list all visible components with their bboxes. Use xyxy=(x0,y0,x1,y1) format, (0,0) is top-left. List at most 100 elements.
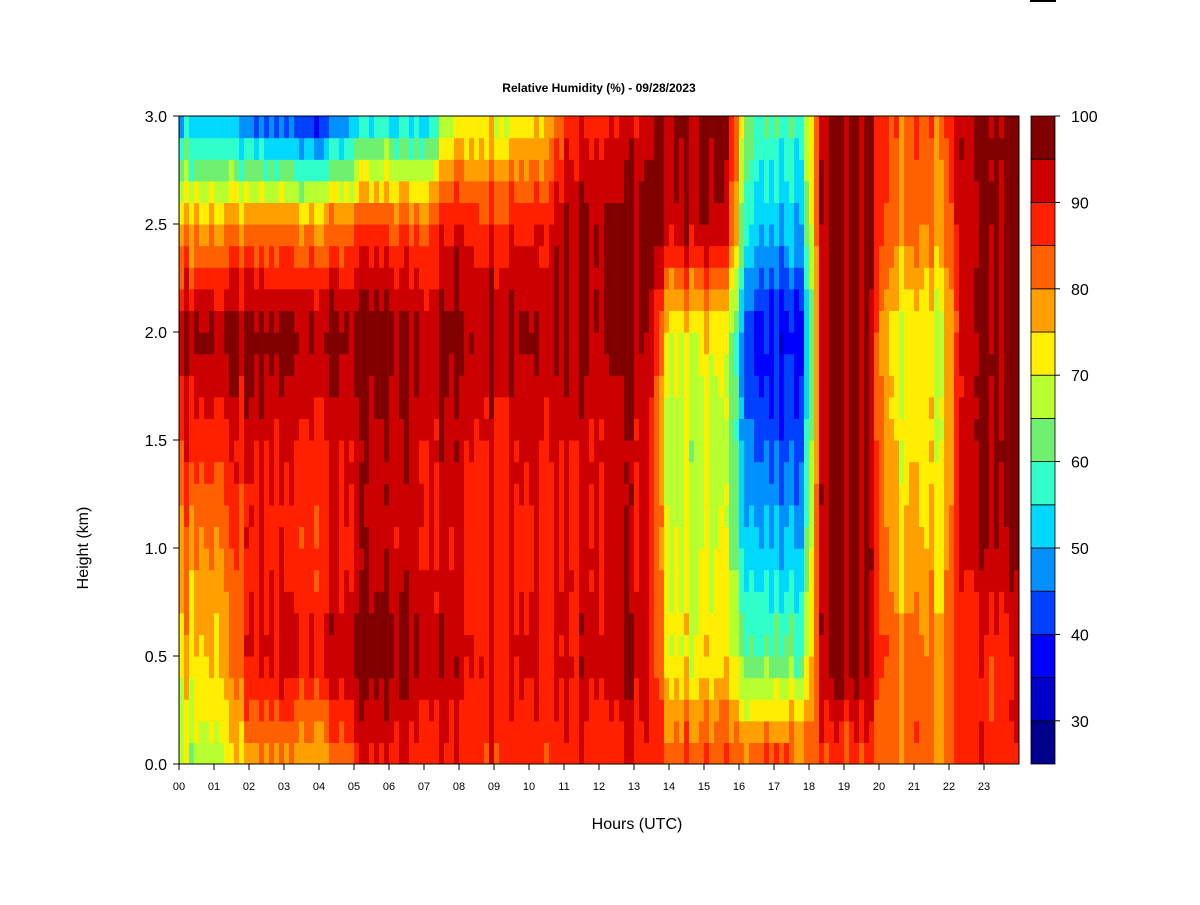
heatmap-cell xyxy=(524,461,530,484)
heatmap-cell xyxy=(344,332,350,355)
heatmap-cell xyxy=(834,526,840,549)
heatmap-cell xyxy=(794,267,800,290)
heatmap-cell xyxy=(874,440,880,463)
heatmap-cell xyxy=(619,418,625,441)
heatmap-cell xyxy=(589,353,595,376)
heatmap-cell xyxy=(844,137,850,160)
heatmap-cell xyxy=(199,504,205,527)
heatmap-cell xyxy=(364,569,370,592)
heatmap-cell xyxy=(249,116,255,139)
heatmap-cell xyxy=(874,267,880,290)
heatmap-cell xyxy=(599,504,605,527)
heatmap-cell xyxy=(284,224,290,247)
heatmap-cell xyxy=(469,180,475,203)
heatmap-cell xyxy=(459,288,465,311)
heatmap-cell xyxy=(419,159,425,182)
heatmap-cell xyxy=(424,418,430,441)
heatmap-cell xyxy=(304,461,310,484)
heatmap-cell xyxy=(229,353,235,376)
heatmap-cell xyxy=(499,332,505,355)
heatmap-cell xyxy=(614,461,620,484)
heatmap-cell xyxy=(894,612,900,635)
heatmap-cell xyxy=(189,569,195,592)
heatmap-cell xyxy=(969,159,975,182)
heatmap-cell xyxy=(574,720,580,743)
heatmap-cell xyxy=(904,677,910,700)
heatmap-cell xyxy=(639,656,645,679)
heatmap-cell xyxy=(304,375,310,398)
heatmap-cell xyxy=(839,332,845,355)
heatmap-cell xyxy=(664,461,670,484)
heatmap-cell xyxy=(614,353,620,376)
heatmap-cell xyxy=(179,656,185,679)
heatmap-cell xyxy=(604,375,610,398)
heatmap-cell xyxy=(829,699,835,722)
heatmap-cell xyxy=(699,699,705,722)
heatmap-cell xyxy=(999,353,1005,376)
heatmap-cell xyxy=(689,137,695,160)
heatmap-cell xyxy=(354,202,360,225)
heatmap-cell xyxy=(464,180,470,203)
heatmap-cell xyxy=(564,612,570,635)
heatmap-cell xyxy=(804,699,810,722)
heatmap-cell xyxy=(569,396,575,419)
heatmap-cell xyxy=(579,440,585,463)
heatmap-cell xyxy=(889,245,895,268)
heatmap-cell xyxy=(289,612,295,635)
heatmap-cell xyxy=(519,396,525,419)
heatmap-cell xyxy=(309,591,315,614)
heatmap-cell xyxy=(454,353,460,376)
heatmap-cell xyxy=(459,159,465,182)
heatmap-cell xyxy=(429,224,435,247)
heatmap-cell xyxy=(344,288,350,311)
heatmap-cell xyxy=(954,180,960,203)
heatmap-cell xyxy=(789,332,795,355)
heatmap-cell xyxy=(854,137,860,160)
heatmap-cell xyxy=(464,224,470,247)
heatmap-cell xyxy=(589,245,595,268)
heatmap-cell xyxy=(684,224,690,247)
heatmap-cell xyxy=(874,483,880,506)
heatmap-cell xyxy=(864,418,870,441)
heatmap-cell xyxy=(404,699,410,722)
heatmap-cell xyxy=(339,677,345,700)
heatmap-cell xyxy=(639,569,645,592)
heatmap-cell xyxy=(579,720,585,743)
heatmap-cell xyxy=(539,375,545,398)
heatmap-cell xyxy=(754,137,760,160)
heatmap-cell xyxy=(789,310,795,333)
heatmap-cell xyxy=(344,137,350,160)
heatmap-cell xyxy=(499,224,505,247)
heatmap-cell xyxy=(984,396,990,419)
heatmap-cell xyxy=(559,656,565,679)
heatmap-cell xyxy=(809,548,815,571)
heatmap-cell xyxy=(1009,720,1015,743)
heatmap-cell xyxy=(569,612,575,635)
heatmap-cell xyxy=(554,440,560,463)
heatmap-cell xyxy=(889,720,895,743)
heatmap-cell xyxy=(764,418,770,441)
heatmap-cell xyxy=(524,418,530,441)
heatmap-cell xyxy=(429,353,435,376)
heatmap-cell xyxy=(344,591,350,614)
heatmap-cell xyxy=(994,612,1000,635)
heatmap-cell xyxy=(549,180,555,203)
heatmap-cell xyxy=(844,440,850,463)
heatmap-cell xyxy=(979,353,985,376)
heatmap-cell xyxy=(999,612,1005,635)
heatmap-cell xyxy=(644,483,650,506)
heatmap-cell xyxy=(499,159,505,182)
heatmap-cell xyxy=(524,267,530,290)
heatmap-cell xyxy=(819,180,825,203)
heatmap-cell xyxy=(989,483,995,506)
heatmap-cell xyxy=(409,332,415,355)
heatmap-cell xyxy=(299,591,305,614)
heatmap-cell xyxy=(269,656,275,679)
heatmap-cell xyxy=(219,526,225,549)
heatmap-cell xyxy=(899,656,905,679)
heatmap-cell xyxy=(244,288,250,311)
heatmap-cell xyxy=(1009,699,1015,722)
heatmap-cell xyxy=(434,699,440,722)
heatmap-cell xyxy=(704,677,710,700)
heatmap-cell xyxy=(854,656,860,679)
